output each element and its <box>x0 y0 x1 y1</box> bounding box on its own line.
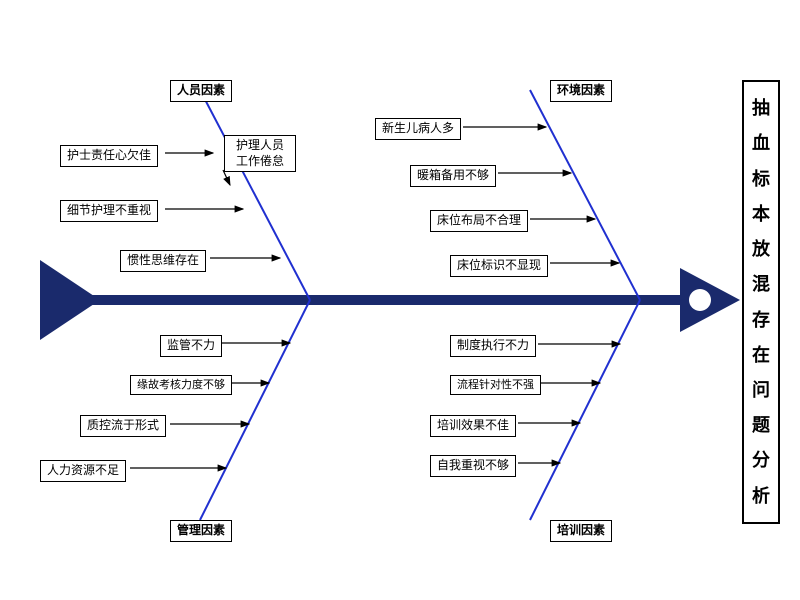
category-lower-right: 培训因素 <box>550 520 612 542</box>
spine <box>70 295 690 305</box>
bone-lower-right <box>530 300 640 520</box>
head-circle <box>689 289 711 311</box>
cause-box: 自我重视不够 <box>430 455 516 477</box>
fishbone-svg <box>0 0 800 600</box>
cause-box: 暖箱备用不够 <box>410 165 496 187</box>
cause-box: 新生儿病人多 <box>375 118 461 140</box>
cause-box: 护士责任心欠佳 <box>60 145 158 167</box>
category-lower-left: 管理因素 <box>170 520 232 542</box>
bone-lower-left <box>200 300 310 520</box>
cause-box: 床位标识不显现 <box>450 255 548 277</box>
problem-title: 抽血标本放混存在问题分析 <box>742 80 780 524</box>
cause-box: 制度执行不力 <box>450 335 536 357</box>
bone-upper-left <box>200 90 310 300</box>
cause-box: 床位布局不合理 <box>430 210 528 232</box>
cause-box: 人力资源不足 <box>40 460 126 482</box>
category-upper-right: 环境因素 <box>550 80 612 102</box>
cause-box: 监管不力 <box>160 335 222 357</box>
fishbone-diagram: 人员因素 环境因素 管理因素 培训因素 护士责任心欠佳 护理人员工作倦怠 细节护… <box>0 0 800 600</box>
cause-box: 细节护理不重视 <box>60 200 158 222</box>
tail-triangle <box>40 260 100 340</box>
cause-box: 质控流于形式 <box>80 415 166 437</box>
cause-box: 缘故考核力度不够 <box>130 375 232 395</box>
cause-box: 培训效果不佳 <box>430 415 516 437</box>
cause-box: 护理人员工作倦怠 <box>224 135 296 172</box>
cause-box: 流程针对性不强 <box>450 375 541 395</box>
category-upper-left: 人员因素 <box>170 80 232 102</box>
arrow <box>223 170 230 185</box>
cause-box: 惯性思维存在 <box>120 250 206 272</box>
